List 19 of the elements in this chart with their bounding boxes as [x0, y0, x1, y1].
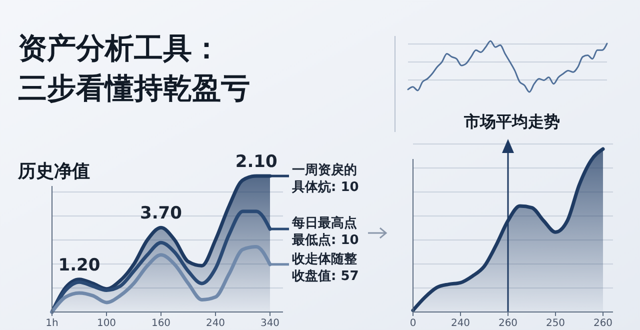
annotation: 3.70 [140, 204, 182, 224]
chart-title: 资产分析工具：三步看懂持乾盈亏 [18, 31, 250, 105]
annotation: 1.20 [58, 255, 100, 276]
annotation: 2.10 [235, 152, 278, 172]
x-tick-label: 1h [46, 318, 58, 329]
chart-title: 市场平均走势 [463, 112, 560, 131]
legend-label: 每日最高点最低点: 10 [291, 215, 359, 248]
x-tick-label: 340 [260, 318, 280, 329]
x-tick-label: 240 [450, 318, 470, 329]
x-tick-label: 100 [96, 318, 116, 329]
x-tick-label: 250 [546, 318, 566, 329]
x-tick-label: 160 [151, 318, 171, 329]
x-tick-label: 260 [498, 318, 518, 329]
x-tick-label: 260 [593, 318, 613, 329]
legend-label: 收歨体随整收盘值: 57 [292, 252, 359, 284]
x-tick-label: 0 [410, 318, 416, 329]
x-tick-label: 240 [206, 318, 226, 329]
legend-label: 一周资戾的具体炕: 10 [291, 162, 359, 195]
chart-subtitle: 历史净值 [17, 161, 90, 182]
